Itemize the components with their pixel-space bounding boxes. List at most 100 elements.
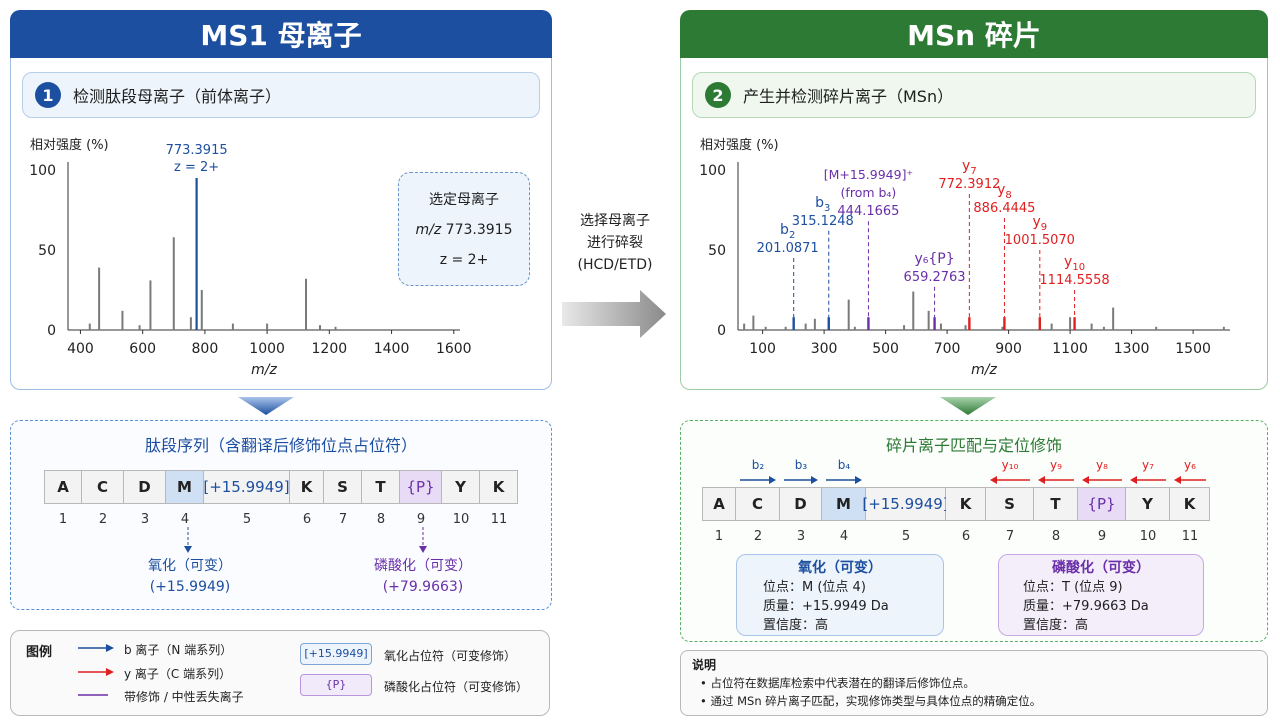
x-tick-label: 1500 xyxy=(1175,341,1211,357)
sequence-position: 5 xyxy=(242,512,252,527)
sequence-position: 11 xyxy=(1181,529,1199,544)
sequence-position: 7 xyxy=(1005,529,1015,544)
sequence-residue: [+15.9949] xyxy=(203,470,290,504)
legend-arrows xyxy=(78,644,114,696)
y-tick-label: 0 xyxy=(47,323,56,339)
sequence-position: 2 xyxy=(98,512,108,527)
arrow-right-icon xyxy=(826,476,862,484)
phosphorylation-label: 磷酸化（可变） (+79.9663) xyxy=(374,558,472,595)
x-tick-label: 800 xyxy=(192,341,219,357)
x-tick-label: 1600 xyxy=(436,341,472,357)
sequence-residue: M xyxy=(166,470,204,504)
peak-charge-label: z = 2+ xyxy=(174,160,219,175)
step-number-badge: 2 xyxy=(705,82,731,108)
sequence-position: 6 xyxy=(961,529,971,544)
phospho-site-confidence: 置信度：高 xyxy=(1023,618,1089,633)
msn-step-label: 产生并检测碎片离子（MSn） xyxy=(743,87,954,106)
peptide-sequence-title: 肽段序列（含翻译后修饰位点占位符） xyxy=(144,436,417,455)
msn-step: 2 产生并检测碎片离子（MSn） xyxy=(692,72,1256,118)
sequence-position: 4 xyxy=(180,512,190,527)
arrow-right-icon xyxy=(740,476,776,484)
fragment-ion-label: b₂ xyxy=(751,458,765,472)
sequence-residue: K xyxy=(290,470,324,504)
ms1-step: 1 检测肽段母离子（前体离子） xyxy=(22,72,540,118)
legend-oxidation-desc: 氧化占位符（可变修饰） xyxy=(384,649,517,663)
oxidation-site-box: 氧化（可变） 位点：M (位点 4) 质量：+15.9949 Da 置信度：高 xyxy=(736,554,944,636)
x-axis-label: m/z xyxy=(251,362,277,378)
oxidation-site-position: 位点：M (位点 4) xyxy=(763,580,866,595)
sequence-residue: [+15.9949] xyxy=(862,487,949,521)
legend-b-ion: b 离子（N 端系列） xyxy=(124,643,233,657)
sequence-residue: A xyxy=(702,487,736,521)
phospho-site-box: 磷酸化（可变） 位点：T (位点 9) 质量：+79.9663 Da 置信度：高 xyxy=(998,554,1204,636)
sequence-residue: A xyxy=(44,470,82,504)
legend-oxidation-tag: [+15.9949] xyxy=(300,643,372,665)
peak-ion-label: y10 xyxy=(1064,254,1085,273)
sequence-residue: S xyxy=(986,487,1034,521)
sequence-position: 1 xyxy=(714,529,724,544)
notes-line-2: • 通过 MSn 碎片离子匹配，实现修饰类型与具体位点的精确定位。 xyxy=(700,694,1042,708)
oxidation-label: 氧化（可变） (+15.9949) xyxy=(148,558,232,595)
peak-ion-label: [M+15.9949]⁺ xyxy=(824,167,913,182)
arrow-left-icon xyxy=(1082,476,1122,484)
sequence-position: 10 xyxy=(1139,529,1157,544)
sequence-position: 8 xyxy=(376,512,386,527)
peak-mz-label: 1001.5070 xyxy=(1005,233,1075,248)
legend-phospho-desc: 磷酸化占位符（可变修饰） xyxy=(384,680,529,694)
x-tick-label: 1100 xyxy=(1052,341,1088,357)
sequence-residue: C xyxy=(82,470,124,504)
peak-mz-label: 201.0871 xyxy=(757,241,819,256)
arrow-left-icon xyxy=(1130,476,1166,484)
x-tick-label: 700 xyxy=(934,341,961,357)
x-tick-label: 500 xyxy=(872,341,899,357)
x-tick-label: 1400 xyxy=(374,341,410,357)
selected-box-title: 选定母离子 xyxy=(429,192,499,208)
notes-panel xyxy=(680,650,1268,716)
fragment-matching-title: 碎片离子匹配与定位修饰 xyxy=(885,436,1062,455)
peak-ion-label: b3 xyxy=(815,195,830,214)
peak-ion-subscript: 9 xyxy=(1041,222,1047,233)
oxidation-site-confidence: 置信度：高 xyxy=(763,618,829,633)
x-tick-label: 400 xyxy=(67,341,94,357)
sequence-position: 9 xyxy=(416,512,426,527)
fragment-ion-label: b₃ xyxy=(794,458,808,472)
sequence-residue: {P} xyxy=(400,470,442,504)
oxidation-site-title: 氧化（可变） xyxy=(798,560,882,576)
x-tick-label: 900 xyxy=(995,341,1022,357)
ms1-spectrum: 相对强度 (%) 0 50 100 400 600 800 1000 1200 1400 1600 m… xyxy=(29,137,472,378)
fragment-ion-label: b₄ xyxy=(837,458,851,472)
sequence-residue: C xyxy=(736,487,780,521)
sequence-position: 3 xyxy=(796,529,806,544)
sequence-residue: D xyxy=(780,487,822,521)
phospho-site-position: 位点：T (位点 9) xyxy=(1023,580,1123,595)
step-number-badge: 1 xyxy=(35,82,61,108)
fragment-ion-label: y₇ xyxy=(1142,458,1154,472)
legend-title: 图例 xyxy=(26,645,53,660)
y-tick-label: 100 xyxy=(699,163,726,179)
sequence-position: 11 xyxy=(490,512,508,527)
sequence-residue: S xyxy=(324,470,362,504)
sequence-residue: T xyxy=(362,470,400,504)
peak-ion-sublabel: (from b₄) xyxy=(841,185,897,200)
notes-line-1: • 占位符在数据库检索中代表潜在的翻译后修饰位点。 xyxy=(700,676,975,690)
msn-title: MSn 碎片 xyxy=(680,10,1268,58)
fragment-ion-label: y₈ xyxy=(1096,458,1108,472)
sequence-position: 10 xyxy=(452,512,470,527)
sequence-position: 7 xyxy=(338,512,348,527)
sequence-position: 5 xyxy=(901,529,911,544)
arrow-right-icon xyxy=(784,476,818,484)
sequence-position: 6 xyxy=(302,512,312,527)
notes-title: 说明 xyxy=(692,658,717,672)
peak-mz-label: 315.1248 xyxy=(792,214,854,229)
sequence-position: 8 xyxy=(1051,529,1061,544)
sequence-position: 9 xyxy=(1097,529,1107,544)
phospho-site-title: 磷酸化（可变） xyxy=(1052,560,1150,576)
x-tick-label: 600 xyxy=(129,341,156,357)
legend-phospho-tag: {P} xyxy=(300,674,372,696)
peak-ion-subscript: 2 xyxy=(789,230,795,241)
phospho-pointer xyxy=(419,527,427,553)
ms1-title: MS1 母离子 xyxy=(10,10,552,58)
peak-ion-subscript: 7 xyxy=(970,166,976,177)
oxidation-pointer xyxy=(184,527,192,553)
fragment-ion-label: y₆ xyxy=(1184,458,1196,472)
